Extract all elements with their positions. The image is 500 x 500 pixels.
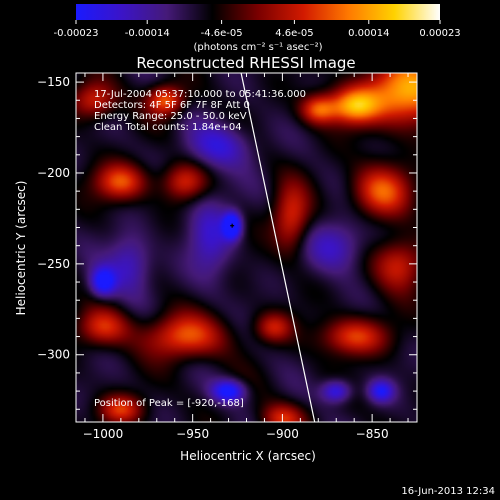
colorbar-gradient (76, 4, 440, 20)
colorbar-tick-label: -4.6e-05 (201, 28, 243, 39)
colorbar-tick-label: -0.00014 (125, 28, 170, 39)
energy-range-text: Energy Range: 25.0 - 50.0 keV (94, 111, 247, 122)
peak-marker (230, 223, 235, 228)
observation-info: 17-Jul-2004 05:37:10.000 to 05:41:36.000… (94, 89, 306, 133)
x-axis: −1000 −950 −900 −850 (83, 73, 409, 441)
y-axis: −150 −200 −250 −300 (37, 75, 417, 410)
y-tick-label: −150 (37, 75, 70, 89)
x-tick-label: −1000 (83, 427, 124, 441)
heatmap-raster (76, 73, 417, 422)
peak-position-text: Position of Peak = [-920,-168] (94, 398, 244, 409)
heatmap-image (76, 73, 417, 422)
colorbar-unit-label: (photons cm⁻² s⁻¹ asec⁻²) (193, 42, 322, 53)
colorbar-tick-label: 4.6e-05 (275, 28, 313, 39)
solar-limb-line (240, 73, 316, 422)
y-tick-label: −200 (37, 166, 70, 180)
chart-title: Reconstructed RHESSI Image (136, 54, 355, 72)
x-tick-label: −950 (176, 427, 209, 441)
x-tick-label: −850 (356, 427, 389, 441)
y-tick-label: −250 (37, 257, 70, 271)
x-tick-label: −900 (266, 427, 299, 441)
x-axis-label: Heliocentric X (arcsec) (180, 449, 316, 463)
clean-counts-text: Clean Total counts: 1.84e+04 (94, 122, 242, 133)
colorbar: -0.00023 -0.00014 -4.6e-05 4.6e-05 0.00014 0.… (54, 4, 461, 53)
colorbar-tick-label: -0.00023 (54, 28, 99, 39)
detectors-text: Detectors: 4F 5F 6F 7F 8F Att 0 (94, 100, 250, 111)
colorbar-tick-label: 0.00023 (419, 28, 460, 39)
footer-date: 16-Jun-2013 12:34 (401, 486, 495, 497)
time-range-text: 17-Jul-2004 05:37:10.000 to 05:41:36.000 (94, 89, 306, 100)
y-tick-label: −300 (37, 348, 70, 362)
y-axis-label: Heliocentric Y (arcsec) (14, 181, 28, 316)
colorbar-ticks: -0.00023 -0.00014 -4.6e-05 4.6e-05 0.00014 0.… (54, 20, 461, 39)
colorbar-tick-label: 0.00014 (348, 28, 389, 39)
